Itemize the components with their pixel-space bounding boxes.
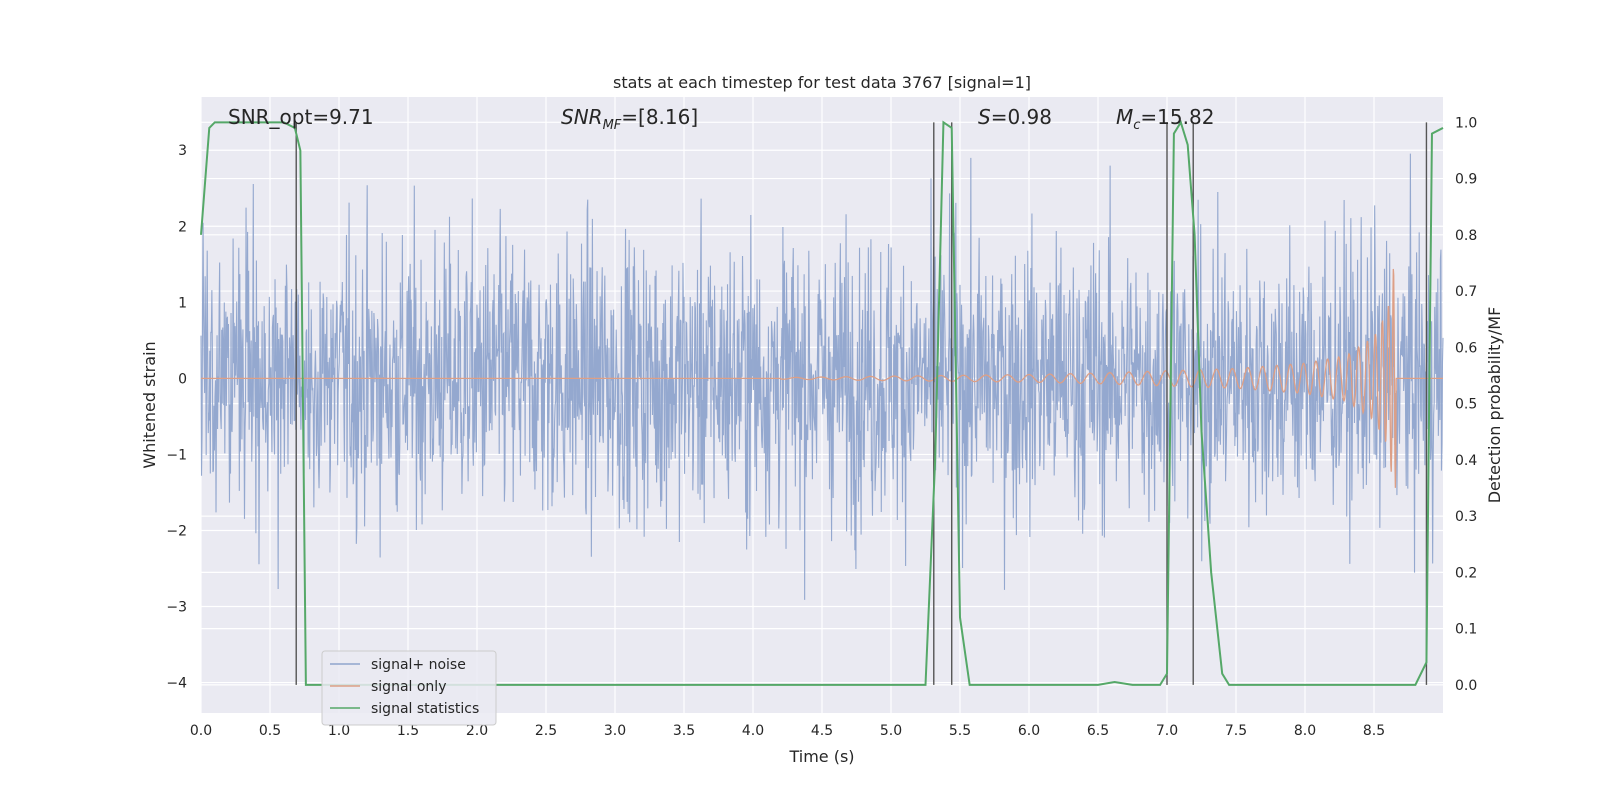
y2-axis-label: Detection probability/MF	[1485, 307, 1504, 504]
annotation-snr-opt: SNR_opt=9.71	[228, 105, 374, 129]
y-tick-labels: −4 −3 −2 −1 0 1 2 3	[166, 143, 187, 691]
x-tick-label: 7.0	[1156, 723, 1178, 739]
legend-label-signal: signal only	[371, 679, 446, 695]
y2-tick-label: 0.7	[1455, 284, 1477, 300]
s-value: =0.98	[991, 105, 1052, 129]
annotation-snr-mf: SNRMF=[8.16]	[561, 105, 698, 133]
snr-mf-sub: MF	[603, 118, 622, 133]
x-tick-label: 8.0	[1294, 723, 1316, 739]
x-tick-labels: 0.0 0.5 1.0 1.5 2.0 2.5 3.0 3.5 4.0 4.5 5.0 5.5 6.0 6…	[190, 723, 1385, 739]
s-name: S	[978, 105, 991, 129]
y-tick-label: 2	[178, 219, 187, 235]
y2-tick-label: 0.4	[1455, 453, 1477, 469]
y2-tick-labels: 0.0 0.1 0.2 0.3 0.4 0.5 0.6 0.7 0.8 0.9 1.0	[1455, 115, 1477, 694]
y2-tick-label: 0.0	[1455, 678, 1477, 694]
y-tick-label: −2	[166, 523, 187, 539]
y-tick-label: 3	[178, 143, 187, 159]
annotation-s: S=0.98	[978, 105, 1052, 129]
y2-tick-label: 0.6	[1455, 340, 1477, 356]
x-tick-label: 0.0	[190, 723, 212, 739]
y-tick-label: 1	[178, 295, 187, 311]
signal-series-line	[201, 268, 1443, 488]
x-tick-label: 7.5	[1225, 723, 1247, 739]
annotation-mc: Mc=15.82	[1116, 105, 1214, 133]
signal-series-layer	[201, 268, 1443, 488]
x-tick-label: 0.5	[259, 723, 281, 739]
snr-mf-value: =[8.16]	[621, 105, 698, 129]
x-axis-label: Time (s)	[788, 747, 854, 766]
y2-tick-label: 0.1	[1455, 622, 1477, 638]
x-tick-label: 2.0	[466, 723, 488, 739]
mc-name: M	[1116, 105, 1133, 129]
x-tick-label: 5.0	[880, 723, 902, 739]
statistics-series-layer	[200, 119, 1444, 686]
x-tick-label: 1.0	[328, 723, 350, 739]
x-tick-label: 1.5	[397, 723, 419, 739]
y2-tick-label: 0.5	[1455, 397, 1477, 413]
snr-mf-prefix: SNR	[561, 105, 603, 129]
mc-sub: c	[1133, 118, 1140, 133]
x-tick-label: 3.5	[673, 723, 695, 739]
legend-box	[321, 650, 497, 726]
legend-label-statistics: signal statistics	[371, 701, 479, 717]
y-tick-label: 0	[178, 371, 187, 387]
y-tick-label: −4	[166, 676, 187, 692]
y2-tick-label: 0.2	[1455, 565, 1477, 581]
y-tick-label: −1	[166, 447, 187, 463]
x-tick-label: 6.5	[1087, 723, 1109, 739]
noise-series-line	[200, 153, 1444, 600]
x-tick-label: 3.0	[604, 723, 626, 739]
x-tick-label: 8.5	[1363, 723, 1385, 739]
y2-tick-label: 1.0	[1455, 115, 1477, 131]
mc-value: =15.82	[1140, 105, 1214, 129]
legend-label-noise: signal+ noise	[371, 657, 466, 673]
x-tick-label: 2.5	[535, 723, 557, 739]
x-tick-label: 4.5	[811, 723, 833, 739]
grid-lines	[200, 97, 1443, 713]
y-axis-label: Whitened strain	[140, 341, 159, 468]
y2-tick-label: 0.3	[1455, 509, 1477, 525]
x-tick-label: 6.0	[1018, 723, 1040, 739]
y-tick-label: −3	[166, 600, 187, 616]
y2-tick-label: 0.8	[1455, 228, 1477, 244]
noise-series-layer	[200, 153, 1444, 600]
y2-tick-label: 0.9	[1455, 172, 1477, 188]
chart-title: stats at each timestep for test data 376…	[613, 73, 1031, 92]
x-tick-label: 4.0	[742, 723, 764, 739]
statistics-series-line	[200, 119, 1444, 686]
legend: signal+ noise signal only signal statist…	[321, 650, 497, 726]
x-tick-label: 5.5	[949, 723, 971, 739]
